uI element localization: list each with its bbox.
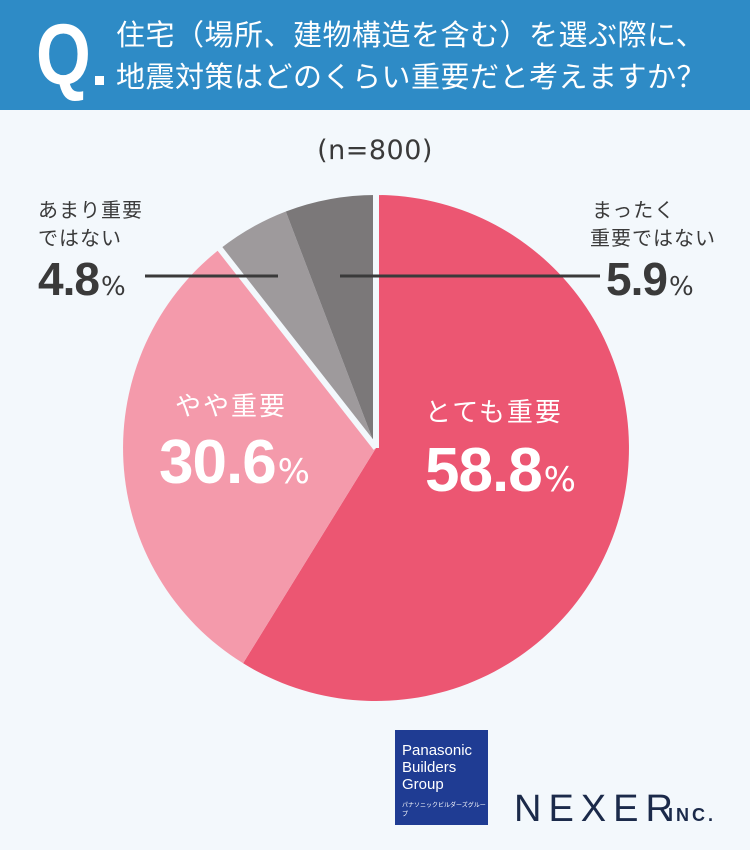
label-somewhat-important: やや重要 30.6% [159, 392, 310, 497]
question-text: 住宅（場所、建物構造を含む）を選ぶ際に、 地震対策はどのくらい重要だと考えますか… [116, 14, 706, 98]
question-line-1: 住宅（場所、建物構造を含む）を選ぶ際に、 [116, 18, 706, 52]
question-line-2: 地震対策はどのくらい重要だと考えますか？ [116, 60, 707, 94]
panasonic-builders-group-logo: Panasonic Builders Group パナソニックビルダーズグループ [395, 730, 488, 825]
q-dot [95, 76, 104, 85]
slice-very-important [243, 195, 629, 701]
slice-somewhat-important [123, 248, 377, 664]
nexer-logo: NEXER [514, 788, 680, 830]
q-mark: Q [36, 7, 91, 103]
slice-not-very-important [220, 211, 376, 448]
label-very-important: とても重要 58.8% [425, 398, 576, 505]
question-header: Q 住宅（場所、建物構造を含む）を選ぶ際に、 地震対策はどのくらい重要だと考えま… [0, 0, 750, 110]
slice-not-at-all-important [285, 194, 376, 448]
sample-size: (n=800) [317, 135, 433, 166]
nexer-inc-suffix: INC. [668, 805, 716, 825]
label-not-at-all-important: まったく 重要ではない 5.9% [590, 198, 716, 305]
label-not-very-important: あまり重要 ではない 4.8% [38, 198, 143, 305]
